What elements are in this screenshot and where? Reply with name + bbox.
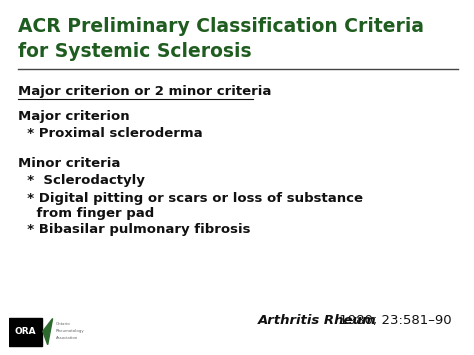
- Text: ACR Preliminary Classification Criteria: ACR Preliminary Classification Criteria: [18, 17, 424, 36]
- Text: ORA: ORA: [15, 327, 36, 336]
- Text: Major criterion or 2 minor criteria: Major criterion or 2 minor criteria: [18, 85, 272, 98]
- FancyBboxPatch shape: [9, 317, 42, 346]
- Polygon shape: [43, 318, 53, 345]
- Text: Rheumatology: Rheumatology: [55, 329, 84, 333]
- Text: Major criterion: Major criterion: [18, 110, 129, 123]
- Text: Ontario: Ontario: [55, 322, 71, 326]
- Text: Minor criteria: Minor criteria: [18, 157, 120, 170]
- Text: * Proximal scleroderma: * Proximal scleroderma: [18, 127, 202, 140]
- Text: 1980; 23:581–90: 1980; 23:581–90: [335, 314, 452, 327]
- Text: for Systemic Sclerosis: for Systemic Sclerosis: [18, 42, 252, 61]
- Text: from finger pad: from finger pad: [18, 207, 154, 220]
- Text: Arthritis Rheum: Arthritis Rheum: [258, 314, 377, 327]
- Text: *  Sclerodactyly: * Sclerodactyly: [18, 174, 145, 187]
- Text: * Digital pitting or scars or loss of substance: * Digital pitting or scars or loss of su…: [18, 192, 363, 205]
- Text: Association: Association: [55, 337, 78, 340]
- Text: * Bibasilar pulmonary fibrosis: * Bibasilar pulmonary fibrosis: [18, 223, 250, 236]
